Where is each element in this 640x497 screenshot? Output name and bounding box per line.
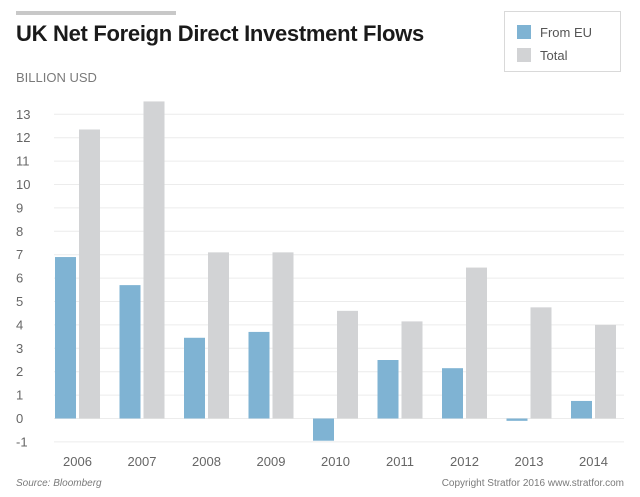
- y-tick-label: 6: [16, 271, 23, 286]
- y-tick-label: 9: [16, 200, 23, 215]
- legend-label-from-eu: From EU: [540, 24, 592, 40]
- y-tick-label: 4: [16, 317, 23, 332]
- bar-from-eu: [55, 257, 76, 419]
- bar-from-eu: [506, 418, 528, 421]
- y-tick-label: 11: [16, 154, 30, 169]
- bar-total: [595, 324, 616, 419]
- x-tick-label: 2007: [128, 454, 157, 469]
- legend: From EU Total: [504, 11, 621, 72]
- x-tick-label: 2011: [386, 454, 414, 469]
- bar-total: [401, 321, 423, 419]
- x-tick-label: 2014: [579, 454, 608, 469]
- bar-total: [79, 129, 100, 419]
- legend-swatch-total: [517, 48, 531, 62]
- y-tick-label: 8: [16, 224, 23, 239]
- x-tick-label: 2006: [63, 454, 92, 469]
- source-note: Source: Bloomberg: [16, 478, 102, 489]
- copyright-note: Copyright Stratfor 2016 www.stratfor.com: [441, 478, 624, 489]
- bar-from-eu: [313, 418, 334, 441]
- legend-label-total: Total: [540, 47, 568, 63]
- legend-item-from-eu: From EU: [517, 24, 592, 40]
- bar-total: [272, 252, 294, 419]
- legend-item-total: Total: [517, 47, 567, 63]
- y-tick-label: 1: [16, 388, 23, 403]
- bar-from-eu: [571, 400, 592, 419]
- y-tick-label: 2: [16, 364, 23, 379]
- y-tick-label: 10: [16, 177, 30, 192]
- y-tick-label: 7: [16, 247, 23, 262]
- x-tick-label: 2013: [515, 454, 544, 469]
- y-tick-label: 13: [16, 107, 30, 122]
- bar-from-eu: [248, 331, 270, 419]
- bar-total: [530, 307, 552, 419]
- x-tick-label: 2012: [450, 454, 479, 469]
- x-tick-label: 2008: [192, 454, 221, 469]
- y-axis-unit-label: BILLION USD: [16, 70, 97, 85]
- bar-from-eu: [184, 337, 205, 419]
- chart-title: UK Net Foreign Direct Investment Flows: [16, 21, 424, 46]
- bar-total: [466, 267, 487, 419]
- bar-from-eu: [119, 285, 141, 419]
- title-rule: [16, 11, 176, 15]
- y-tick-label: 3: [16, 341, 23, 356]
- y-tick-label: 5: [16, 294, 23, 309]
- x-tick-label: 2010: [321, 454, 350, 469]
- bar-total: [208, 252, 229, 419]
- y-tick-label: -1: [16, 434, 28, 449]
- y-tick-label: 0: [16, 411, 23, 426]
- bar-total: [337, 310, 358, 419]
- legend-swatch-from-eu: [517, 25, 531, 39]
- bar-from-eu: [377, 360, 399, 419]
- bar-total: [143, 101, 165, 419]
- bar-from-eu: [442, 368, 463, 419]
- x-tick-label: 2009: [257, 454, 286, 469]
- y-tick-label: 12: [16, 130, 30, 145]
